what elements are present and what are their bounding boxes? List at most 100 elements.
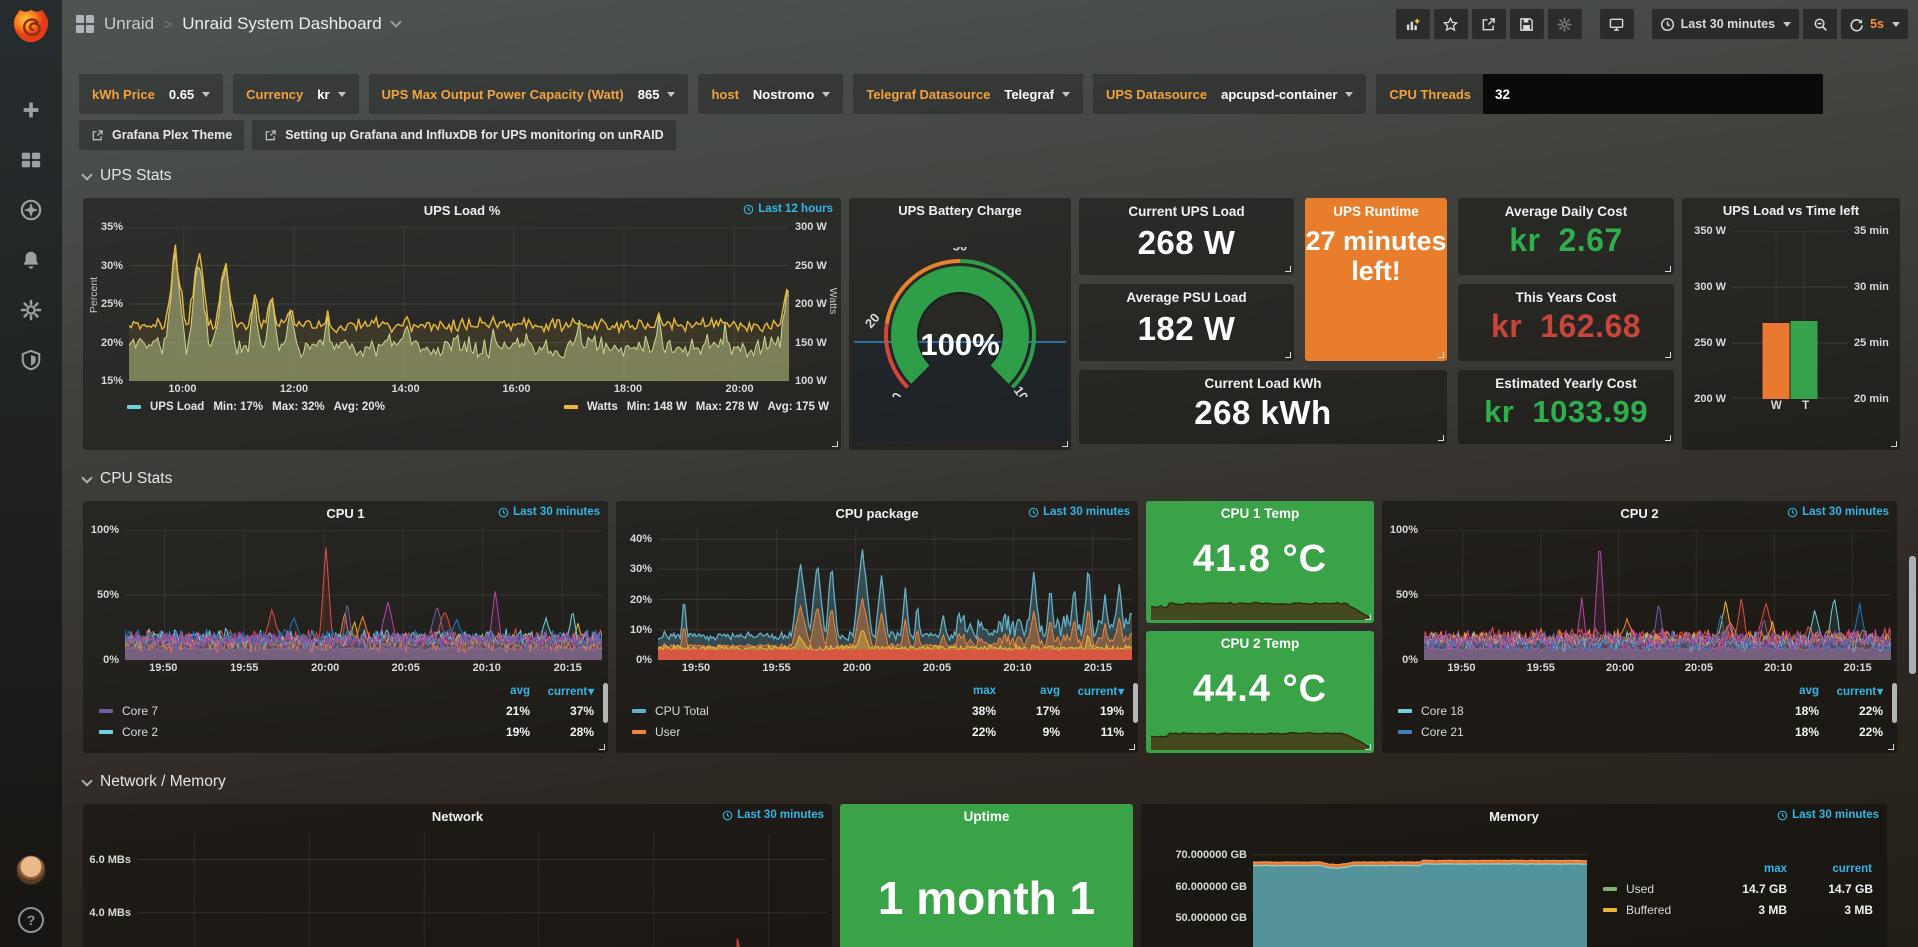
panel-time-range[interactable]: Last 30 minutes — [722, 809, 824, 821]
variable-currency[interactable]: Currencykr — [233, 74, 358, 114]
legend-item-watts[interactable]: WattsMin: 148 WMax: 278 WAvg: 175 W — [564, 401, 829, 413]
link-ups-monitoring-guide[interactable]: Setting up Grafana and InfluxDB for UPS … — [252, 120, 675, 150]
temp-sparkline — [1151, 720, 1369, 750]
legend-scrollbar[interactable] — [1892, 683, 1897, 723]
x-axis-tick: 20:10 — [1003, 662, 1031, 674]
panel-cpu1: CPU 1 Last 30 minutes 100%50%0% 19:5019:… — [83, 501, 608, 753]
cpu-package-chart[interactable] — [658, 530, 1132, 660]
grafana-logo-icon[interactable] — [12, 8, 50, 46]
legend-col[interactable]: current — [530, 684, 594, 698]
panel-time-range[interactable]: Last 30 minutes — [1777, 809, 1879, 821]
resize-handle[interactable] — [1665, 435, 1671, 441]
panel-average-psu-load: Average PSU Load 182 W — [1079, 284, 1294, 361]
user-avatar[interactable] — [16, 855, 46, 885]
star-button[interactable] — [1434, 9, 1468, 39]
legend-col[interactable]: current — [1060, 684, 1124, 698]
legend-swatch — [632, 709, 646, 713]
stat-value: 44.4 °C — [1146, 668, 1374, 711]
cycle-view-button[interactable] — [1600, 9, 1634, 39]
refresh-button[interactable]: 5s — [1841, 9, 1908, 39]
x-axis-tick: 19:55 — [762, 662, 790, 674]
bar-watts[interactable] — [1763, 323, 1790, 399]
breadcrumb-app[interactable]: Unraid — [104, 14, 154, 34]
bar-chart[interactable] — [1732, 231, 1848, 399]
resize-handle[interactable] — [1365, 744, 1371, 750]
dashboard-title[interactable]: Unraid System Dashboard — [182, 14, 381, 34]
panel-title[interactable]: UPS Load % — [83, 198, 841, 223]
variable-ups-datasource[interactable]: UPS Datasourceapcupsd-container — [1093, 74, 1366, 114]
resize-handle[interactable] — [599, 744, 605, 750]
legend-item-ups-load[interactable]: UPS LoadMin: 17%Max: 32%Avg: 20% — [127, 401, 385, 413]
server-admin-shield-icon[interactable] — [19, 348, 43, 372]
page-scrollbar[interactable] — [1909, 556, 1916, 674]
panel-time-range[interactable]: Last 30 minutes — [1028, 506, 1130, 518]
network-chart[interactable] — [137, 833, 826, 947]
legend: avgcurrent Core 1818%22% Core 2118%22% — [1382, 679, 1897, 742]
x-axis-tick: 20:10 — [1764, 662, 1792, 674]
share-button[interactable] — [1472, 9, 1506, 39]
resize-handle[interactable] — [1438, 352, 1444, 358]
legend-swatch — [99, 709, 113, 713]
legend-col[interactable]: max — [932, 685, 996, 697]
legend-scrollbar[interactable] — [1133, 683, 1138, 723]
panel-time-range[interactable]: Last 12 hours — [743, 203, 833, 215]
cpu1-chart[interactable] — [125, 530, 602, 660]
y-axis-left: 350 W300 W250 W200 W — [1684, 231, 1732, 399]
cpu-threads-input[interactable] — [1483, 74, 1823, 114]
variable-host[interactable]: hostNostromo — [698, 74, 843, 114]
add-panel-button[interactable] — [1396, 9, 1430, 39]
legend-scrollbar[interactable] — [603, 683, 608, 723]
resize-handle[interactable] — [1285, 266, 1291, 272]
explore-compass-icon[interactable] — [19, 198, 43, 222]
resize-handle[interactable] — [1888, 744, 1894, 750]
settings-button[interactable] — [1548, 9, 1582, 39]
bar-time[interactable] — [1790, 321, 1817, 399]
chevron-down-icon[interactable] — [390, 16, 401, 27]
resize-handle[interactable] — [1062, 441, 1068, 447]
resize-handle[interactable] — [1891, 441, 1897, 447]
section-ups-stats[interactable]: UPS Stats — [83, 164, 1902, 188]
add-icon[interactable] — [19, 98, 43, 122]
time-range-picker[interactable]: Last 30 minutes — [1652, 9, 1799, 39]
memory-chart[interactable] — [1253, 839, 1587, 947]
y-axis-left: 100%50%0% — [85, 530, 125, 660]
battery-gauge[interactable]: 02050100 — [860, 247, 1060, 402]
zoom-out-button[interactable] — [1803, 9, 1837, 39]
resize-handle[interactable] — [1285, 352, 1291, 358]
variable-telegraf-datasource[interactable]: Telegraf DatasourceTelegraf — [853, 74, 1083, 114]
legend-col[interactable]: avg — [1755, 685, 1819, 697]
legend-col[interactable]: avg — [996, 685, 1060, 697]
resize-handle[interactable] — [1665, 266, 1671, 272]
legend-col[interactable]: avg — [466, 685, 530, 697]
help-icon[interactable]: ? — [18, 907, 44, 933]
resize-handle[interactable] — [1365, 614, 1371, 620]
legend-col[interactable]: max — [1701, 863, 1787, 875]
save-button[interactable] — [1510, 9, 1544, 39]
legend-row: Buffered3 MB3 MB — [1603, 899, 1873, 920]
variable-ups-max-power[interactable]: UPS Max Output Power Capacity (Watt)865 — [369, 74, 689, 114]
panel-title[interactable]: Memory — [1141, 804, 1887, 829]
panel-this-years-cost: This Years Cost kr162.68 — [1458, 284, 1674, 361]
panel-title[interactable]: Network — [83, 804, 832, 829]
resize-handle[interactable] — [1129, 744, 1135, 750]
resize-handle[interactable] — [1438, 435, 1444, 441]
configuration-gear-icon[interactable] — [19, 298, 43, 322]
legend-col[interactable]: current — [1787, 863, 1873, 875]
link-grafana-plex-theme[interactable]: Grafana Plex Theme — [79, 120, 244, 150]
dashboards-icon[interactable] — [19, 148, 43, 172]
section-cpu-stats[interactable]: CPU Stats — [83, 467, 1902, 491]
cpu2-chart[interactable] — [1424, 530, 1891, 660]
panel-title[interactable]: UPS Load vs Time left — [1682, 198, 1900, 223]
panel-time-range[interactable]: Last 30 minutes — [498, 506, 600, 518]
alerting-bell-icon[interactable] — [19, 248, 43, 272]
variable-kwh-price[interactable]: kWh Price0.65 — [79, 74, 223, 114]
panel-time-range[interactable]: Last 30 minutes — [1787, 506, 1889, 518]
resize-handle[interactable] — [1665, 352, 1671, 358]
ups-load-chart[interactable] — [129, 227, 789, 381]
x-axis-tick: 20:15 — [1843, 662, 1871, 674]
x-axis-tick: 19:55 — [1527, 662, 1555, 674]
section-network-memory[interactable]: Network / Memory — [83, 770, 1902, 794]
panel-title[interactable]: UPS Battery Charge — [849, 198, 1071, 223]
legend-col[interactable]: current — [1819, 684, 1883, 698]
resize-handle[interactable] — [832, 441, 838, 447]
